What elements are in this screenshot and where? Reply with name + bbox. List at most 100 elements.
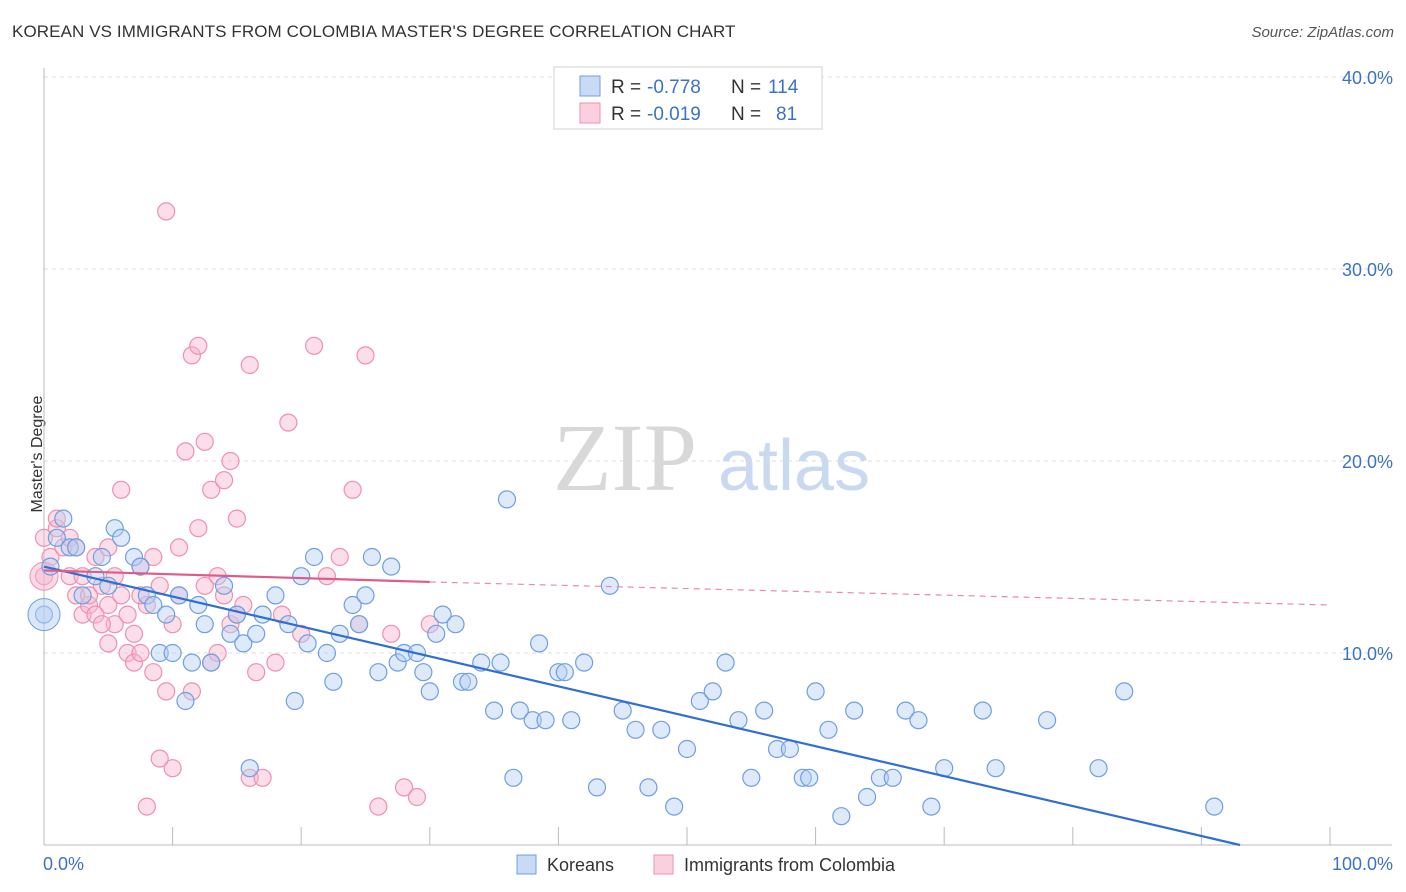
korean-point-74 <box>639 778 658 797</box>
tick-labels: 10.0% 20.0% 30.0% 40.0% 0.0% 100.0% <box>43 68 1393 874</box>
legend-bottom-swatch-koreans <box>516 854 537 875</box>
korean-point-62 <box>510 701 529 720</box>
korean-point-31 <box>253 605 272 624</box>
colombia-point-57 <box>253 768 272 787</box>
trend-lines <box>43 565 1331 847</box>
korean-point-51 <box>420 682 439 701</box>
watermark: ZIP atlas <box>553 404 870 511</box>
watermark-zip: ZIP <box>553 404 697 511</box>
legend-r-value-1: -0.778 <box>647 77 701 98</box>
colombia-point-67 <box>356 346 375 365</box>
korean-point-21 <box>182 653 201 672</box>
korean-point-54 <box>446 615 465 634</box>
y-tick-label-2: 30.0% <box>1342 260 1393 280</box>
korean-point-102 <box>1089 759 1108 778</box>
korean-point-27 <box>227 605 246 624</box>
colombia-point-8 <box>67 586 86 605</box>
korean-cluster-point <box>27 598 61 632</box>
korean-point-99 <box>986 759 1005 778</box>
korean-point-77 <box>677 739 697 759</box>
colombia-point-69 <box>382 624 401 643</box>
colombia-point-71 <box>407 787 427 807</box>
korean-point-83 <box>755 701 774 720</box>
colombia-point-23 <box>124 653 144 672</box>
colombia-trend-extension <box>429 581 1331 606</box>
korean-point-11 <box>112 528 131 547</box>
colombia-point-79 <box>118 605 137 624</box>
korean-point-35 <box>292 567 311 586</box>
korean-point-37 <box>304 547 324 567</box>
colombia-point-12 <box>86 547 105 567</box>
korean-point-47 <box>388 653 407 672</box>
korean-point-5 <box>67 538 86 557</box>
korean-point-79 <box>703 682 722 701</box>
korean-point-23 <box>195 615 214 634</box>
korean-point-2 <box>47 528 66 547</box>
colombia-point-56 <box>247 663 266 682</box>
korean-point-29 <box>240 759 259 778</box>
colombia-point-22 <box>124 624 144 643</box>
legend-n-label-2: N = <box>731 104 761 125</box>
colombia-point-55 <box>240 768 259 787</box>
colombia-point-63 <box>317 567 337 586</box>
korean-point-24 <box>202 653 221 672</box>
korean-point-59 <box>491 653 510 672</box>
colombia-point-17 <box>105 615 124 634</box>
korean-point-15 <box>144 595 163 615</box>
korean-point-104 <box>1205 797 1224 816</box>
korean-point-28 <box>234 634 253 653</box>
korean-trend-line <box>43 565 1241 847</box>
korean-point-65 <box>536 711 555 730</box>
colombia-point-34 <box>169 538 189 557</box>
colombia-point-13 <box>86 605 105 624</box>
korean-point-53 <box>433 605 452 624</box>
colombia-point-9 <box>73 605 92 624</box>
korean-point-60 <box>497 490 517 509</box>
colombia-point-65 <box>343 480 362 499</box>
legend-bottom: Koreans Immigrants from Colombia <box>516 854 896 875</box>
colombia-point-36 <box>176 442 195 461</box>
colombia-point-11 <box>79 595 99 615</box>
legend-r-label-2: R = <box>611 104 641 125</box>
colombia-point-27 <box>144 547 163 567</box>
legend-swatch-koreans <box>579 75 601 97</box>
colombia-point-31 <box>157 202 176 221</box>
korean-point-6 <box>73 586 92 605</box>
colombia-point-45 <box>208 643 227 663</box>
colombia-point-51 <box>227 509 246 528</box>
korean-point-56 <box>459 672 478 691</box>
korean-point-3 <box>54 509 73 528</box>
colombia-point-7 <box>60 528 79 547</box>
korean-point-93 <box>870 768 890 787</box>
korean-point-10 <box>105 519 124 538</box>
korean-point-70 <box>587 778 607 797</box>
colombia-point-61 <box>292 624 311 643</box>
korean-point-64 <box>530 634 549 653</box>
legend-bottom-colombia: Immigrants from Colombia <box>684 855 896 875</box>
korean-point-82 <box>742 768 761 787</box>
korean-point-63 <box>523 711 542 730</box>
colombia-point-1 <box>34 528 54 547</box>
korean-point-69 <box>575 653 594 672</box>
korean-point-58 <box>485 701 504 720</box>
korean-point-41 <box>343 595 362 615</box>
legend-top: R = -0.778 N = 114 R = -0.019 N = 81 <box>553 66 823 130</box>
korean-point-30 <box>247 624 266 643</box>
korean-point-36 <box>298 634 317 653</box>
korean-point-32 <box>266 586 285 605</box>
legend-bottom-koreans: Koreans <box>547 855 614 875</box>
y-tick-label-1: 20.0% <box>1342 452 1393 472</box>
colombia-point-4 <box>47 509 66 528</box>
korean-point-76 <box>665 797 684 816</box>
korean-point-8 <box>92 547 111 567</box>
korean-point-68 <box>562 711 581 730</box>
colombia-point-76 <box>99 538 118 557</box>
grid-lines <box>44 76 1392 654</box>
colombia-point-42 <box>195 576 214 595</box>
korean-points <box>27 490 1224 826</box>
korean-point-18 <box>163 643 182 663</box>
korean-point-87 <box>800 768 819 787</box>
colombia-point-32 <box>163 615 182 634</box>
korean-point-90 <box>832 807 851 826</box>
